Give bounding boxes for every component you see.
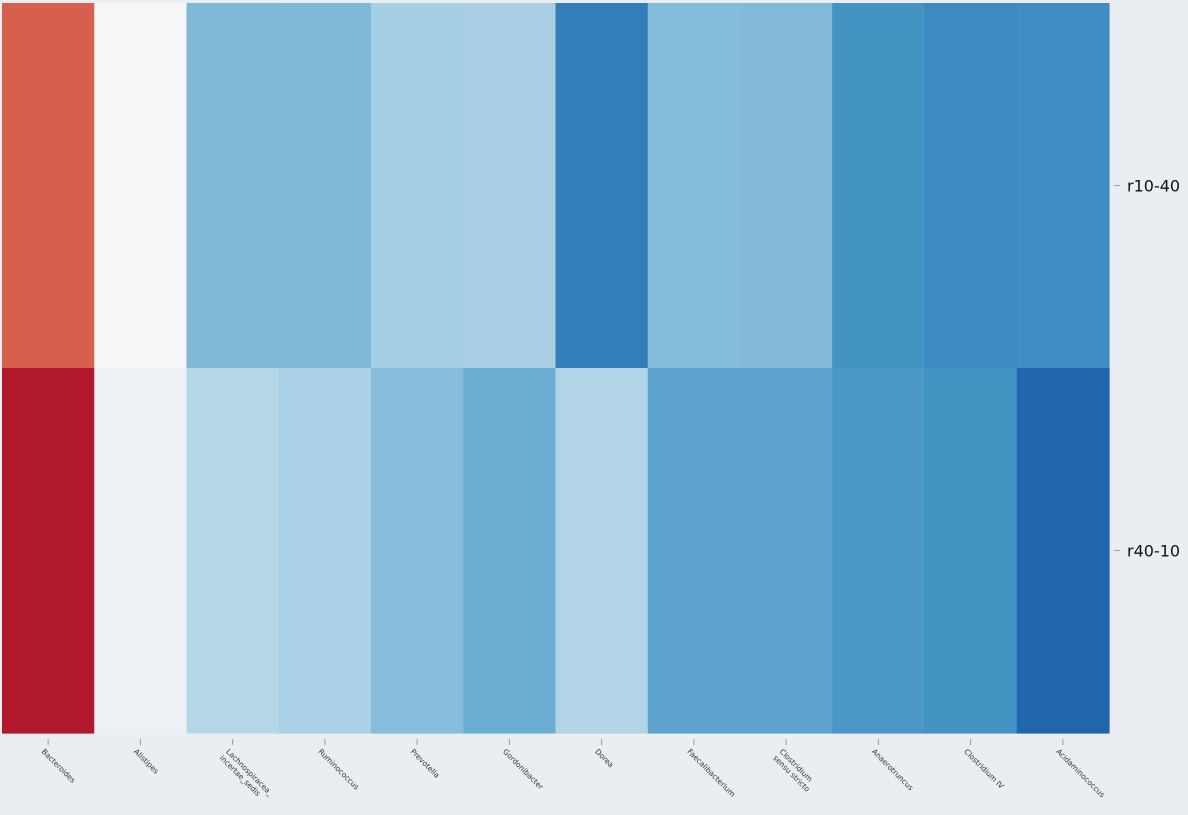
x-tick-label-line: Ruminococcus (316, 747, 361, 792)
heatmap-cell (371, 3, 464, 369)
heatmap-cell (94, 3, 188, 369)
heatmap-cell (1016, 368, 1110, 734)
x-tick-label: Ruminococcus (316, 747, 361, 792)
heatmap-cell (2, 368, 95, 734)
x-tick-label: Faecalibacterium (685, 747, 737, 799)
heatmap-cell (924, 3, 1018, 369)
x-tick-label: Lachnospiracea_incertae_sedis (218, 747, 275, 804)
x-tick-label: Dorea (593, 747, 615, 769)
heatmap-cell (647, 368, 741, 734)
x-tick-label: Gordonibacter (501, 747, 546, 792)
heatmap-cell (832, 368, 926, 734)
x-tick-label-line: Bacteroides (40, 747, 78, 785)
heatmap-cell (463, 368, 557, 734)
x-tick-label: Anaerotruncus (870, 747, 915, 792)
heatmap-cell (278, 368, 372, 734)
x-tick-label-line: Faecalibacterium (685, 747, 737, 799)
heatmap-cell (94, 368, 188, 734)
heatmap-cell (1016, 3, 1110, 369)
heatmap-cell (832, 3, 926, 369)
x-tick-label: Clostridium sensu stricto (771, 747, 818, 794)
x-tick-label-line: Dorea (593, 747, 615, 769)
heatmap-cell (555, 3, 649, 369)
y-tick-label: r10-40 (1127, 177, 1180, 196)
heatmap-cell (555, 368, 649, 734)
x-tick-label: Prevotella (409, 747, 442, 780)
x-tick-label-line: Acidaminococcus (1054, 747, 1106, 799)
heatmap-cell (2, 3, 95, 369)
x-tick-label: Clostridium IV (962, 747, 1006, 791)
heatmap-cell (740, 368, 833, 734)
x-tick-label-line: Clostridium IV (962, 747, 1006, 791)
heatmap-cell (186, 3, 280, 369)
heatmap-cell (647, 3, 741, 369)
heatmap-cell (371, 368, 464, 734)
heatmap-cell (924, 368, 1018, 734)
x-tick-label: Bacteroides (40, 747, 78, 785)
heatmap-cell (278, 3, 372, 369)
x-tick-label-line: Alistipes (132, 747, 161, 776)
x-tick-label: Alistipes (132, 747, 161, 776)
heatmap-cell (463, 3, 557, 369)
x-tick-label-line: Anaerotruncus (870, 747, 915, 792)
heatmap-cell (186, 368, 280, 734)
x-tick-label-line: Prevotella (409, 747, 442, 780)
x-tick-label-line: Gordonibacter (501, 747, 546, 792)
heatmap-cell (740, 3, 833, 369)
y-tick-label: r40-10 (1127, 542, 1180, 561)
x-tick-label: Acidaminococcus (1054, 747, 1106, 799)
